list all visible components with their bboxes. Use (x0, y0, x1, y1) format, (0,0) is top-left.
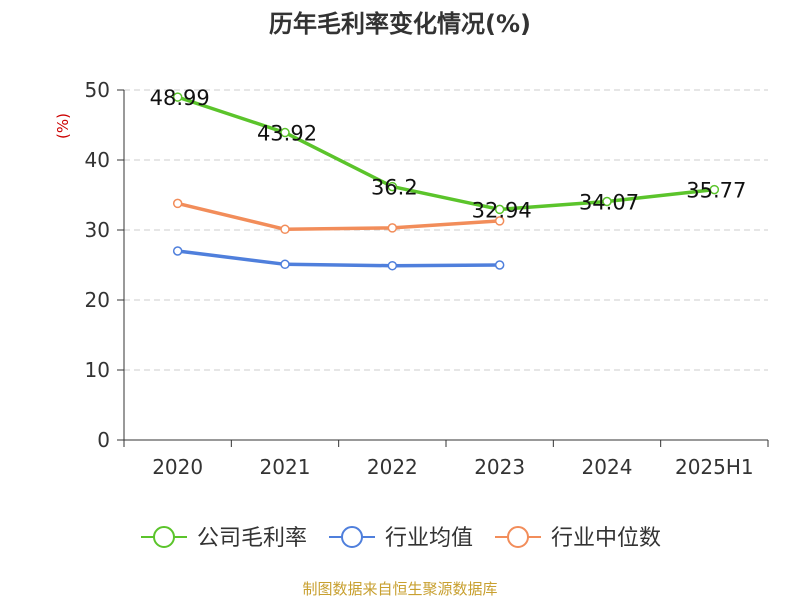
series-1 (172, 92, 720, 215)
data-point (280, 259, 290, 270)
data-point (172, 246, 183, 256)
data-point (172, 198, 183, 209)
data-label: 35.77 (686, 179, 746, 203)
legend[interactable]: 公司毛利率 行业均值 行业中位数 (141, 526, 661, 551)
data-point (387, 223, 398, 233)
data-label: 43.92 (257, 122, 317, 146)
x-tick-label: 2023 (474, 455, 525, 479)
y-tick-label: 10 (85, 358, 110, 382)
data-point (280, 224, 290, 235)
legend-item-3[interactable]: 行业中位数 (495, 526, 661, 551)
data-label: 32.94 (472, 198, 532, 222)
legend-marker-icon (507, 526, 529, 548)
y-tick-label: 30 (85, 218, 110, 242)
x-tick-label: 2025H1 (675, 455, 754, 479)
y-axis-label: (%) (54, 113, 72, 139)
grid-lines (124, 89, 768, 371)
series-line (177, 95, 715, 212)
x-tick-label: 2024 (582, 455, 633, 479)
data-labels: 48.99 43.92 36.2 32.94 34.07 35.77 (150, 86, 747, 222)
data-point (494, 204, 505, 215)
data-point (172, 92, 183, 102)
series-3 (172, 198, 505, 235)
data-point (709, 184, 720, 195)
axes: 0 10 20 30 40 50 2020 2021 2022 2023 2024 2025H1 (85, 78, 769, 479)
series-line (177, 249, 500, 268)
series-2 (172, 246, 505, 271)
chart-title: 历年毛利率变化情况(%) (269, 10, 531, 38)
data-point (387, 260, 398, 271)
legend-label: 行业中位数 (551, 526, 661, 551)
x-tick-label: 2020 (152, 455, 203, 479)
x-tick-label: 2021 (260, 455, 311, 479)
y-tick-label: 0 (97, 428, 110, 452)
data-point (387, 181, 398, 192)
data-point (494, 216, 505, 226)
legend-marker-icon (341, 526, 363, 548)
data-label: 36.2 (371, 176, 418, 200)
data-label: 34.07 (579, 191, 639, 215)
y-tick-label: 50 (85, 78, 110, 102)
series-line (177, 201, 500, 232)
data-point (602, 196, 612, 207)
legend-label: 行业均值 (385, 526, 473, 551)
y-tick-label: 20 (85, 288, 110, 312)
data-point (494, 260, 505, 270)
data-point (280, 127, 290, 138)
legend-item-1[interactable]: 公司毛利率 (141, 526, 307, 551)
legend-label: 公司毛利率 (197, 526, 307, 551)
data-label: 48.99 (150, 86, 210, 110)
source-note: 制图数据来自恒生聚源数据库 (302, 580, 498, 598)
x-tick-label: 2022 (367, 455, 418, 479)
legend-item-2[interactable]: 行业均值 (329, 526, 473, 551)
legend-marker-icon (153, 526, 175, 548)
series (172, 92, 720, 271)
y-tick-label: 40 (85, 148, 110, 172)
